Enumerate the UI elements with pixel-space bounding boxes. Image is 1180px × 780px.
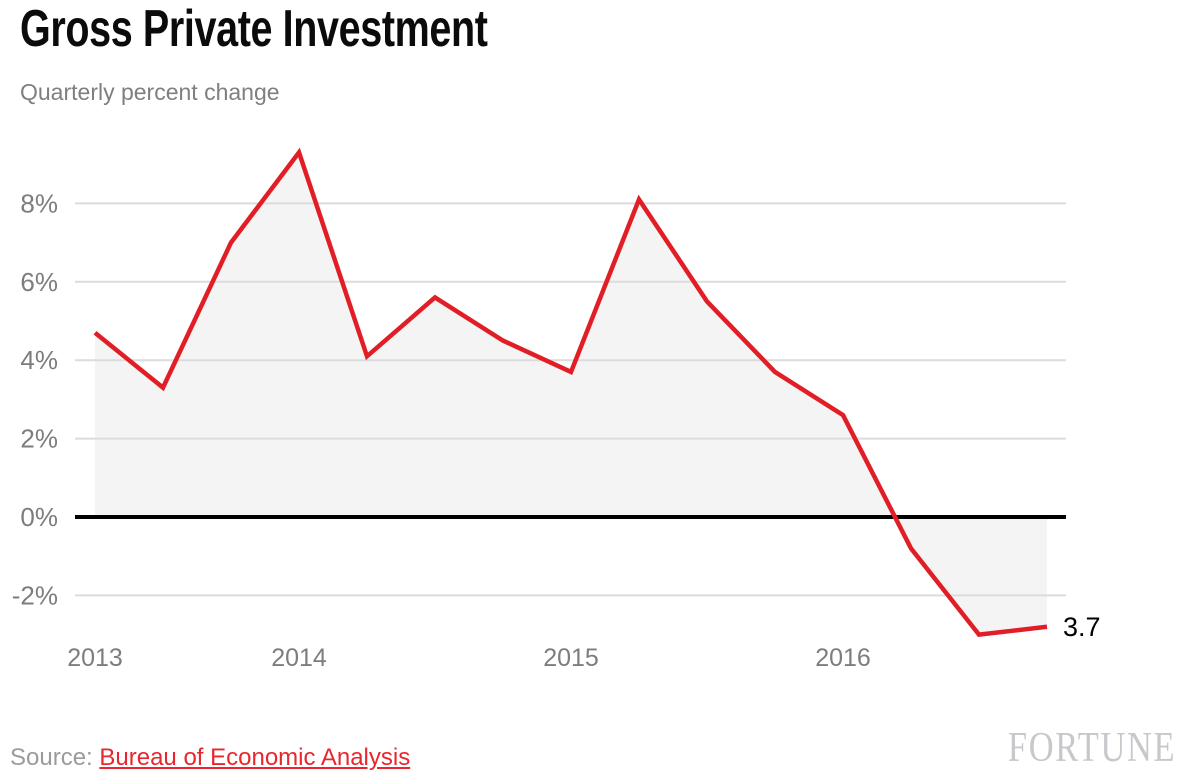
y-tick-label: 4%	[20, 345, 58, 375]
x-tick-label: 2013	[67, 644, 123, 672]
fortune-logo: FORTUNE	[1007, 725, 1176, 771]
y-tick-label: 0%	[20, 502, 58, 532]
y-tick-label: 2%	[20, 424, 58, 454]
source-link[interactable]: Bureau of Economic Analysis	[99, 744, 411, 771]
chart-subtitle: Quarterly percent change	[20, 79, 280, 105]
investment-line	[93, 147, 1048, 637]
x-tick-label: 2015	[543, 644, 599, 672]
end-value-label: 3.7	[1063, 612, 1101, 642]
x-tick-label: 2014	[271, 644, 327, 672]
chart-header: Gross Private Investment Quarterly perce…	[20, 0, 635, 105]
source-label: Source:	[10, 744, 93, 771]
source-line: Source: Bureau of Economic Analysis	[10, 745, 410, 771]
y-tick-label: 8%	[20, 188, 58, 218]
investment-area	[95, 152, 1047, 635]
chart-title: Gross Private Investment	[20, 0, 488, 58]
y-tick-label: 6%	[20, 267, 58, 297]
y-tick-label: -2%	[12, 580, 58, 610]
x-tick-label: 2016	[815, 644, 871, 672]
